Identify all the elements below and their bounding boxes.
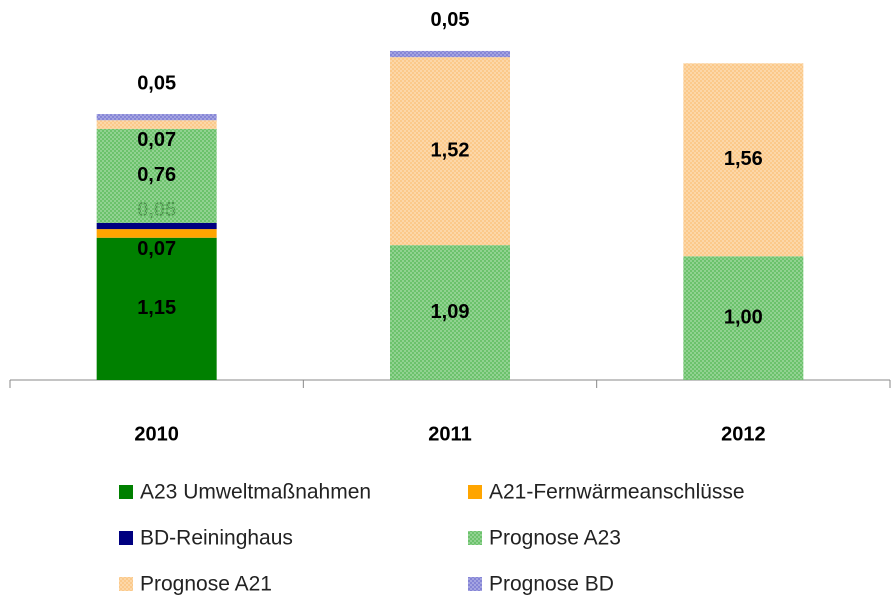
data-label: 1,56 <box>724 148 763 170</box>
legend-swatch <box>468 577 482 591</box>
data-label: 0,05 <box>137 72 176 94</box>
legend-label: BD-Reininghaus <box>140 527 293 550</box>
data-label: 0,07 <box>137 129 176 151</box>
legend-swatch <box>468 485 482 499</box>
data-label: 0,07 <box>137 238 176 260</box>
x-tick-label: 2012 <box>721 423 766 445</box>
legend-label: Prognose A23 <box>489 527 621 550</box>
data-label: 0,76 <box>137 164 176 186</box>
data-label: 1,52 <box>431 139 470 161</box>
data-label: 1,00 <box>724 306 763 328</box>
legend-swatch <box>119 485 133 499</box>
bar-segment <box>683 256 804 380</box>
bar-segment <box>96 114 217 121</box>
legend-label: Prognose A21 <box>140 573 272 596</box>
bar-segment <box>96 229 217 238</box>
bar-segment <box>96 128 217 223</box>
legend-swatch <box>119 577 133 591</box>
legend-swatch <box>119 531 133 545</box>
data-label: 0,05 <box>431 9 470 31</box>
x-tick-label: 2010 <box>134 423 179 445</box>
bar-segment <box>390 57 510 246</box>
bar-segment <box>390 245 510 380</box>
bar-segment <box>683 63 804 257</box>
bar-segment <box>390 50 510 58</box>
legend-label: Prognose BD <box>489 573 614 596</box>
bar-segment <box>96 222 217 230</box>
data-label: 1,09 <box>431 301 470 323</box>
legend-swatch <box>468 531 482 545</box>
legend-label: A23 Umweltmaßnahmen <box>140 481 371 504</box>
legend-label: A21-Fernwärmeanschlüsse <box>489 481 745 504</box>
bar-segment <box>96 120 217 129</box>
x-tick-label: 2011 <box>428 423 471 445</box>
data-label: 1,15 <box>137 297 176 319</box>
bar-segment <box>96 237 217 380</box>
